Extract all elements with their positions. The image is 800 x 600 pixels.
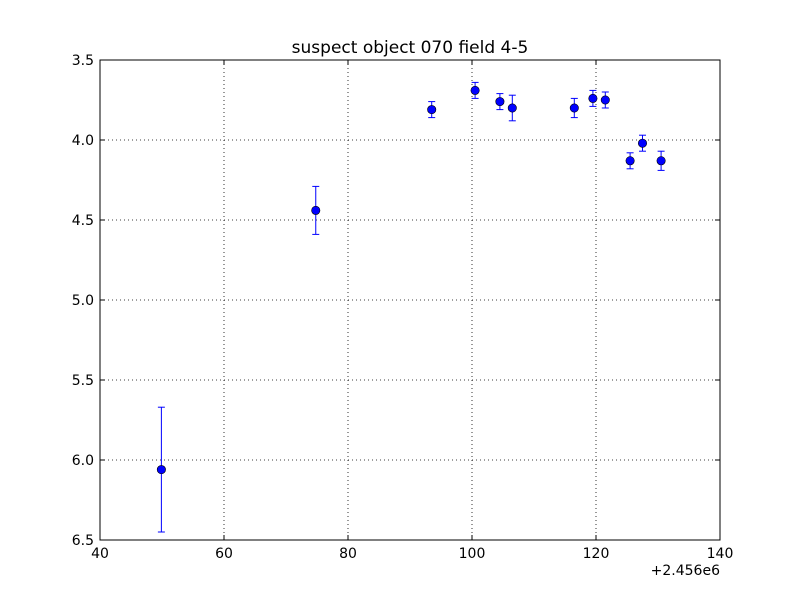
data-point	[637, 138, 647, 148]
x-tick-label: 80	[339, 546, 357, 562]
data-point	[507, 103, 517, 113]
data-point	[656, 156, 666, 166]
x-tick-label: 100	[459, 546, 486, 562]
data-layer	[156, 81, 666, 533]
axes: 40 60 80 100 120 140 3.5 4.0 4.5 5.0 5.5 6.0 6.5	[72, 53, 734, 562]
data-point	[588, 93, 598, 103]
data-point	[600, 95, 610, 105]
data-point	[569, 103, 579, 113]
data-point	[495, 97, 505, 107]
x-offset-label: +2.456e6	[651, 563, 720, 579]
y-tick-label: 5.5	[72, 373, 94, 389]
y-tick-label: 4.5	[72, 213, 94, 229]
x-tick-label: 60	[215, 546, 233, 562]
data-point	[470, 85, 480, 95]
x-tick-label: 40	[91, 546, 109, 562]
chart-title: suspect object 070 field 4-5	[292, 38, 529, 58]
y-tick-label: 3.5	[72, 53, 94, 69]
data-point	[156, 465, 166, 475]
data-point	[311, 205, 321, 215]
y-tick-label: 6.5	[72, 533, 94, 549]
x-tick-label: 120	[583, 546, 610, 562]
data-point	[625, 156, 635, 166]
data-point	[427, 105, 437, 115]
y-tick-label: 6.0	[72, 453, 94, 469]
grid	[100, 60, 720, 540]
y-tick-label: 4.0	[72, 133, 94, 149]
x-tick-label: 140	[707, 546, 734, 562]
y-tick-label: 5.0	[72, 293, 94, 309]
